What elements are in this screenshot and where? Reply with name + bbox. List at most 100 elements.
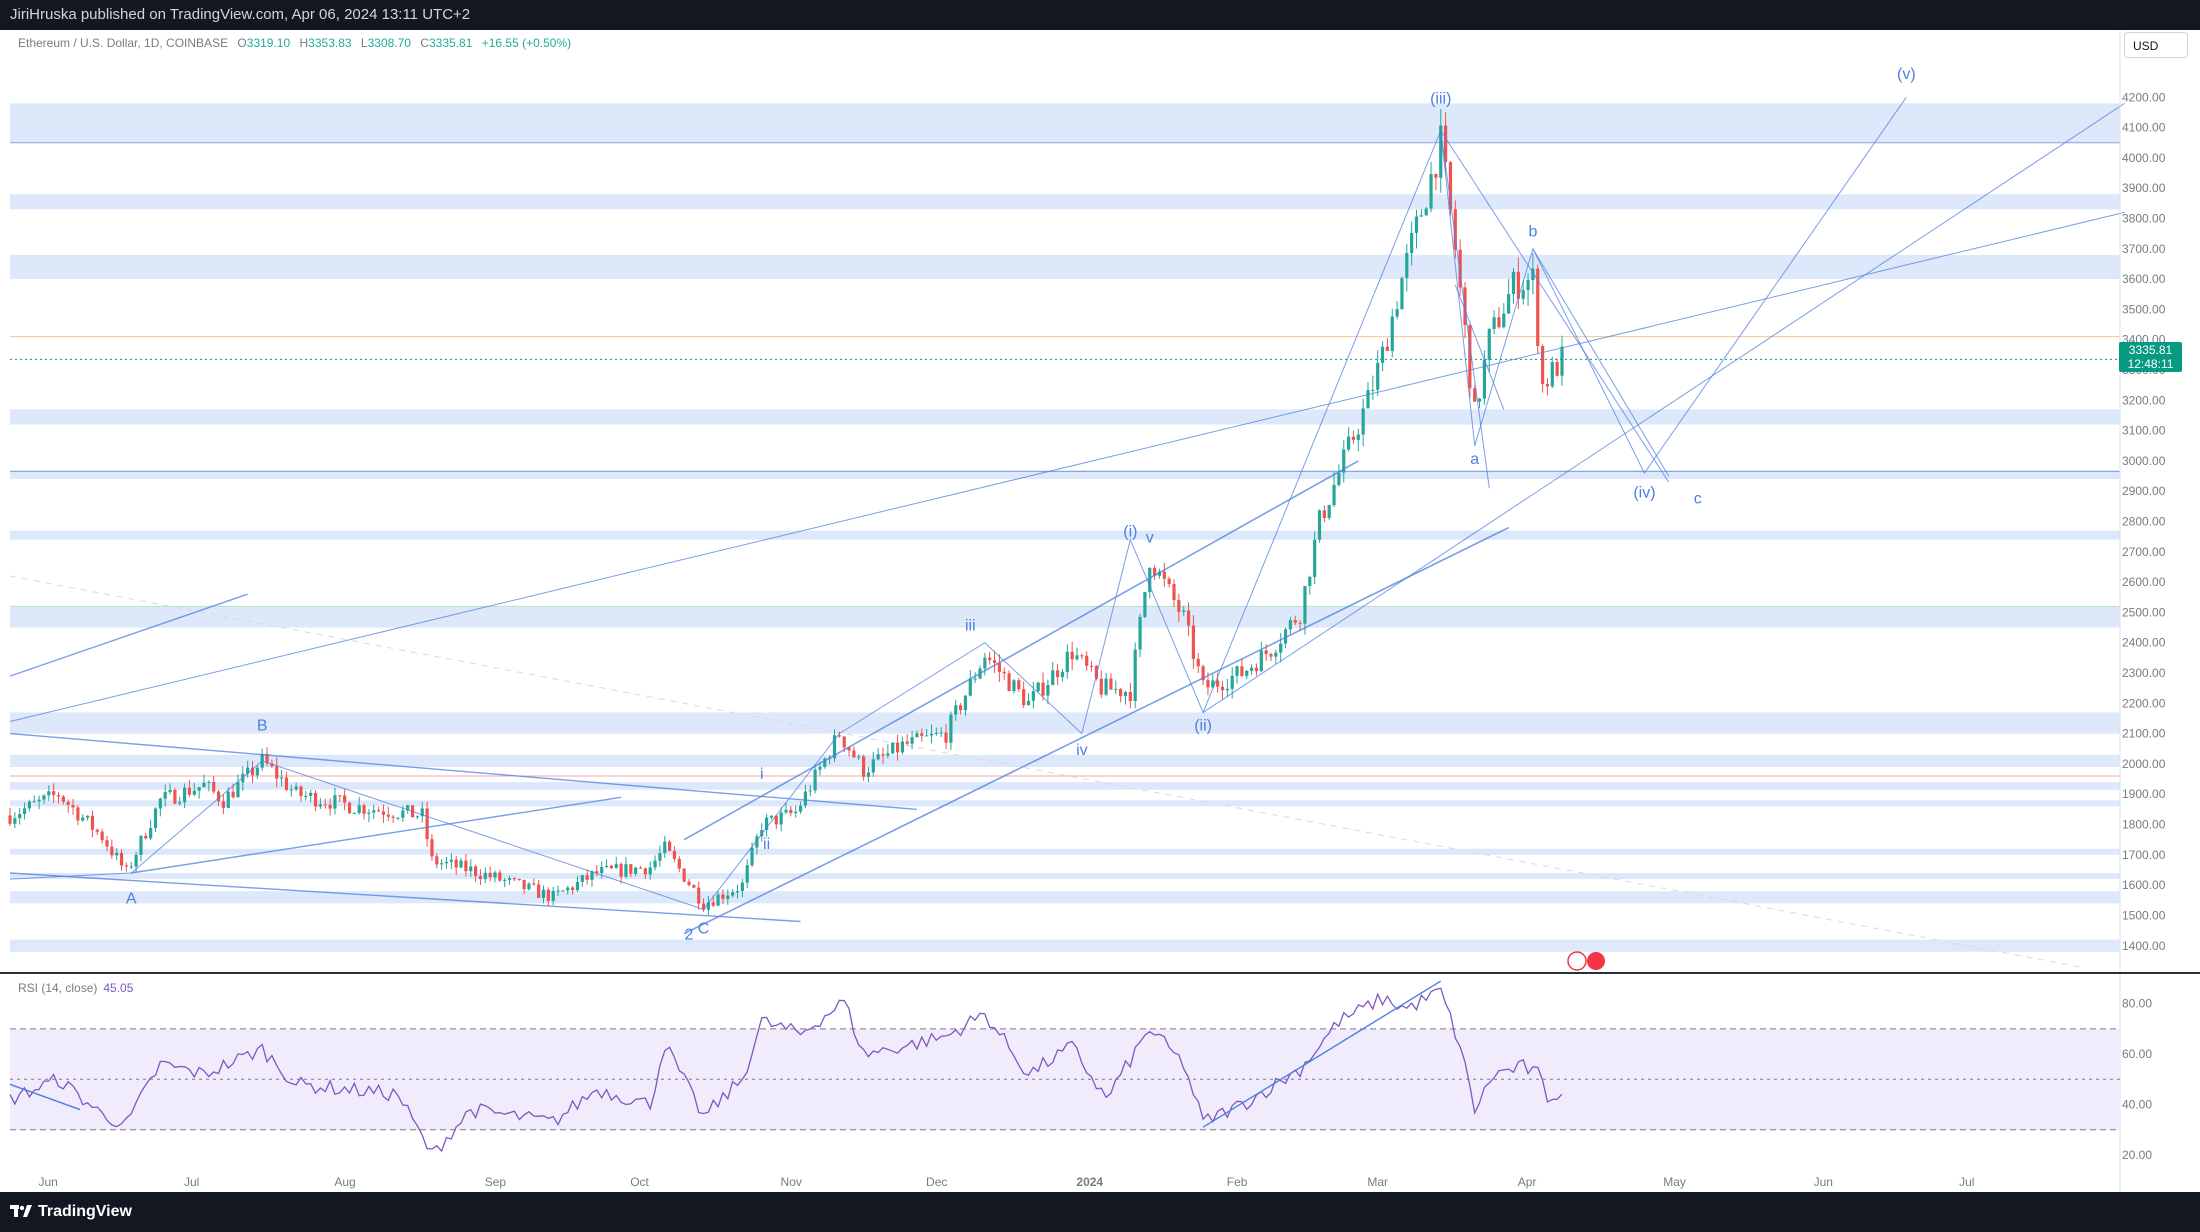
- price-zone: [10, 254, 2120, 280]
- candle-body: [765, 817, 769, 831]
- candle-body: [866, 772, 871, 777]
- candle-body: [1274, 652, 1278, 657]
- price-tick-label: 3100.00: [2122, 424, 2166, 438]
- symbol-title[interactable]: Ethereum / U.S. Dollar, 1D, COINBASE: [18, 36, 229, 50]
- candle-body: [832, 735, 837, 759]
- rsi-legend[interactable]: RSI (14, close) 45.05: [18, 981, 133, 995]
- candle-body: [149, 828, 153, 839]
- candle-body: [1468, 325, 1472, 389]
- candle-body: [493, 872, 497, 878]
- candle-body: [745, 865, 749, 883]
- candle-body: [226, 791, 230, 808]
- candle-body: [1157, 571, 1162, 576]
- candle-body: [1371, 389, 1375, 391]
- candle-body: [18, 814, 22, 819]
- time-tick-label: Jun: [1814, 1175, 1833, 1189]
- rsi-title: RSI (14, close): [18, 981, 98, 995]
- candle-body: [546, 889, 550, 901]
- candle-body: [992, 660, 997, 664]
- candle-body: [168, 789, 172, 793]
- candle-body: [347, 802, 352, 814]
- candle-body: [1347, 436, 1351, 450]
- candle-body: [1288, 620, 1292, 630]
- candle-body: [440, 863, 444, 865]
- time-tick-label: May: [1663, 1175, 1686, 1189]
- candle-body: [1031, 691, 1035, 701]
- candle-body: [1250, 667, 1254, 671]
- price-tick-label: 4100.00: [2122, 121, 2166, 135]
- candle-body: [905, 741, 909, 744]
- price-tick-label: 2500.00: [2122, 605, 2166, 619]
- candle-body: [212, 781, 216, 792]
- candle-body: [90, 815, 95, 830]
- candle-body: [629, 864, 633, 874]
- footer-brand: TradingView: [38, 1203, 132, 1220]
- candle-body: [483, 872, 487, 880]
- currency-selector[interactable]: USD: [2124, 32, 2188, 58]
- candle-body: [37, 799, 41, 802]
- candle-body: [1114, 688, 1118, 690]
- long-trend-line-upper: [9, 211, 2125, 722]
- price-zone: [10, 712, 2120, 734]
- candle-body: [1317, 510, 1322, 540]
- candle-body: [444, 861, 449, 864]
- candle-body: [1313, 539, 1317, 577]
- candle-body: [551, 890, 555, 901]
- candle-body: [973, 678, 977, 680]
- candle-body: [895, 742, 900, 753]
- candle-body: [1017, 680, 1021, 690]
- footer-bar: TradingView: [0, 1192, 2200, 1232]
- candle-body: [1526, 280, 1530, 291]
- candle-body: [250, 767, 255, 776]
- candle-body: [507, 878, 512, 880]
- candle-body: [236, 782, 240, 798]
- candle-body: [396, 817, 400, 819]
- candle-body: [367, 812, 371, 814]
- wave-label: (i): [1123, 524, 1137, 541]
- candle-body: [1531, 268, 1535, 281]
- candle-body: [377, 810, 381, 812]
- candle-body: [1148, 567, 1152, 593]
- candle-body: [280, 777, 284, 779]
- candle-body: [1448, 162, 1453, 210]
- wave-label: A: [126, 890, 137, 907]
- candle-body: [425, 808, 429, 840]
- candle-body: [532, 883, 536, 885]
- candle-body: [692, 885, 696, 888]
- candle-body: [556, 890, 560, 892]
- candle-body: [813, 769, 817, 791]
- candle-body: [1070, 651, 1074, 660]
- candle-body: [1109, 678, 1113, 690]
- candle-body: [1492, 317, 1496, 329]
- candle-body: [119, 852, 124, 866]
- candle-body: [842, 736, 846, 748]
- candle-body: [774, 815, 778, 825]
- price-tick-label: 1400.00: [2122, 939, 2166, 953]
- price-zone: [10, 939, 2120, 952]
- price-tick-label: 2300.00: [2122, 666, 2166, 680]
- candle-body: [1458, 249, 1462, 288]
- tradingview-logo[interactable]: TradingView: [10, 1203, 132, 1221]
- candle-body: [153, 808, 158, 829]
- candle-body: [1216, 680, 1220, 687]
- candle-body: [968, 678, 972, 696]
- candle-body: [401, 810, 405, 818]
- candle-body: [1264, 650, 1268, 655]
- candle-body: [454, 859, 458, 868]
- symbol-legend: Ethereum / U.S. Dollar, 1D, COINBASE O33…: [18, 36, 571, 50]
- candle-body: [343, 795, 347, 803]
- candle-body: [571, 887, 575, 891]
- last-price-value: 3335.81: [2128, 343, 2173, 357]
- candle-body: [648, 867, 652, 875]
- rsi-trend-line: [1202, 980, 1442, 1128]
- candle-body: [1279, 643, 1283, 653]
- left-trend-line: [9, 593, 248, 677]
- price-tick-label: 1600.00: [2122, 878, 2166, 892]
- candle-body: [192, 790, 196, 795]
- candle-body: [449, 859, 453, 862]
- candle-body: [779, 812, 783, 825]
- candle-body: [1293, 620, 1297, 623]
- candle-body: [1240, 666, 1244, 676]
